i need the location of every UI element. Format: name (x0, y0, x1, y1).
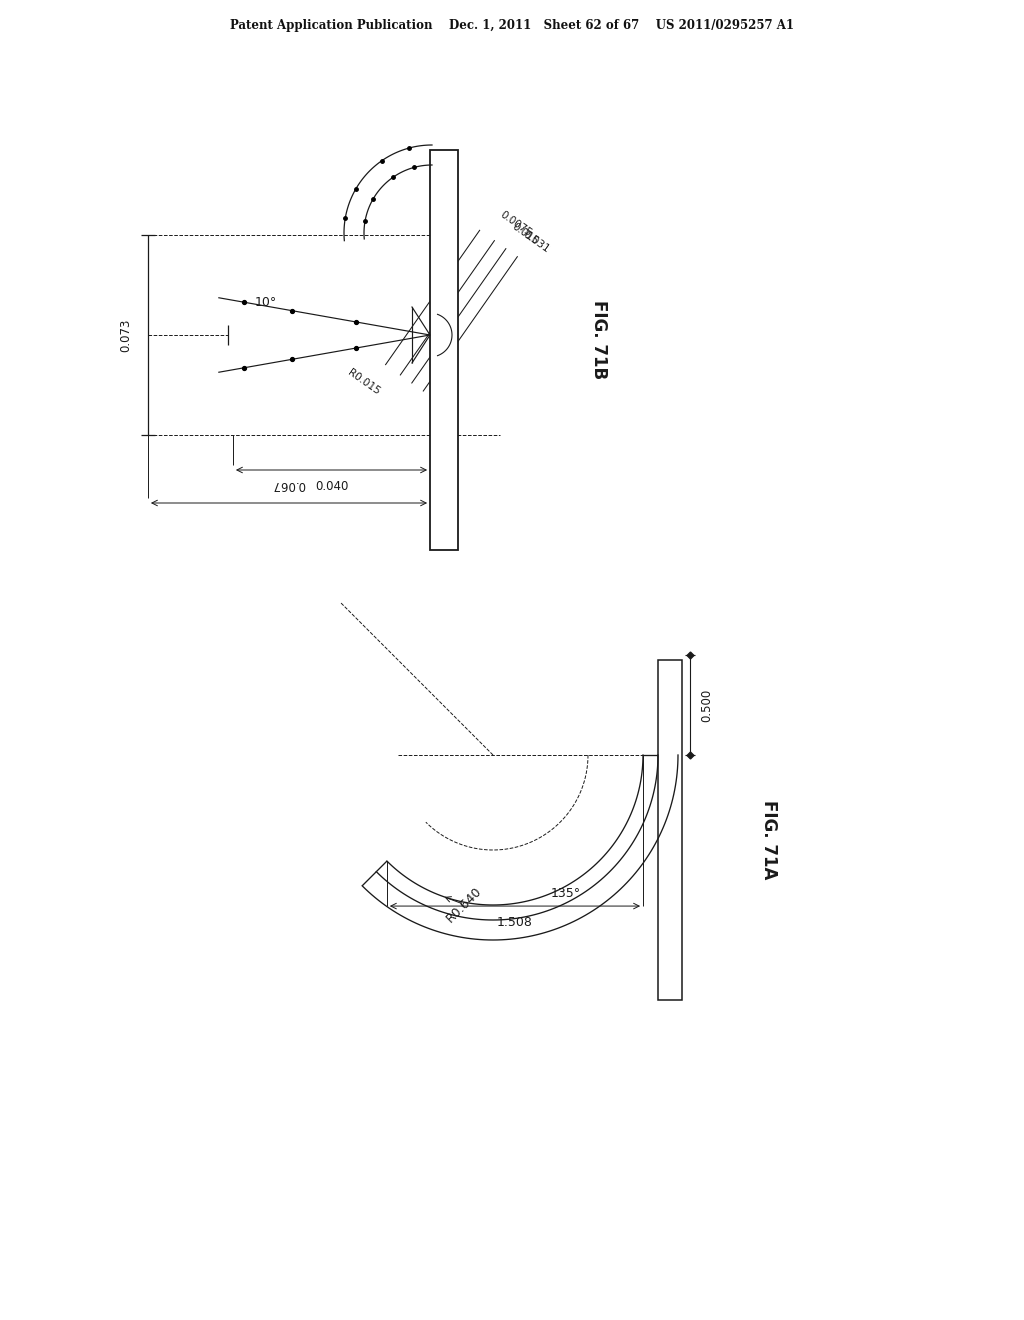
Text: 0.073: 0.073 (120, 318, 132, 351)
Text: 0.040: 0.040 (314, 480, 348, 492)
Text: FIG. 71A: FIG. 71A (760, 800, 778, 879)
Text: 0.015: 0.015 (510, 220, 540, 247)
Text: R0.640: R0.640 (443, 884, 484, 925)
Text: 135°: 135° (550, 887, 581, 900)
Text: 0.0075: 0.0075 (499, 210, 534, 238)
Text: 0.500: 0.500 (700, 688, 713, 722)
Bar (430, 150, 458, 550)
Text: 0.031: 0.031 (521, 230, 552, 255)
Text: R0.015: R0.015 (345, 367, 381, 396)
Text: 1.508: 1.508 (497, 916, 532, 929)
Bar (658, 660, 682, 1001)
Text: FIG. 71B: FIG. 71B (590, 301, 608, 380)
Text: Patent Application Publication    Dec. 1, 2011   Sheet 62 of 67    US 2011/02952: Patent Application Publication Dec. 1, 2… (230, 18, 794, 32)
Text: 0.067: 0.067 (272, 478, 306, 491)
Text: 10°: 10° (255, 297, 278, 309)
